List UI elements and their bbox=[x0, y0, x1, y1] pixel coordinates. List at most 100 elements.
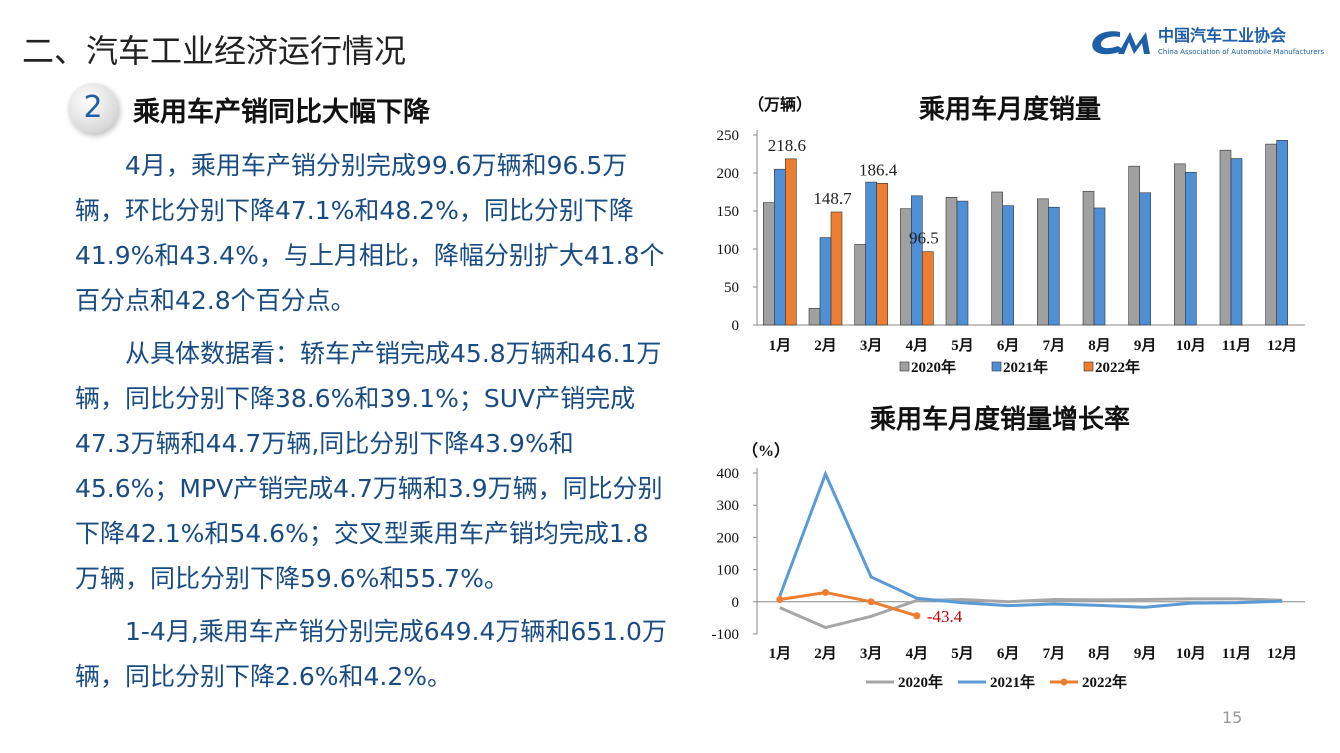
paragraph: 1-4月,乘用车产销分别完成649.4万辆和651.0万辆，同比分别下降2.6%… bbox=[75, 617, 667, 691]
bar bbox=[956, 200, 969, 326]
legend-label: 2020年 bbox=[898, 673, 943, 691]
paragraph: 从具体数据看：轿车产销完成45.8万辆和46.1万辆，同比分别下降38.6%和3… bbox=[75, 339, 663, 593]
logo-cn: 中国汽车工业协会 bbox=[1158, 26, 1286, 45]
legend-label: 2022年 bbox=[1082, 673, 1127, 691]
x-tick-label: 7月 bbox=[1043, 645, 1066, 662]
y-tick-label: -100 bbox=[712, 627, 740, 643]
legend-swatch bbox=[899, 361, 910, 372]
y-tick-label: 0 bbox=[732, 318, 740, 334]
x-tick-label: 11月 bbox=[1222, 645, 1251, 662]
x-tick-label: 12月 bbox=[1267, 645, 1297, 662]
axis-unit: （%） bbox=[742, 442, 790, 460]
y-tick-label: 100 bbox=[717, 563, 740, 579]
legend-label: 2020年 bbox=[911, 358, 956, 376]
x-tick-label: 4月 bbox=[906, 645, 929, 662]
data-label: 186.4 bbox=[859, 160, 898, 179]
bar bbox=[819, 237, 832, 326]
bar bbox=[1276, 140, 1288, 326]
bar bbox=[865, 181, 877, 326]
x-tick-label: 1月 bbox=[769, 337, 792, 354]
x-tick-label: 3月 bbox=[860, 645, 883, 662]
x-tick-label: 10月 bbox=[1176, 645, 1206, 662]
bar bbox=[922, 251, 934, 326]
x-tick-label: 2月 bbox=[814, 645, 837, 662]
bar bbox=[854, 244, 866, 326]
line-series bbox=[779, 590, 918, 618]
x-tick-label: 6月 bbox=[997, 645, 1020, 662]
bar bbox=[876, 183, 888, 326]
y-tick-label: 200 bbox=[717, 530, 740, 546]
data-label: -43.4 bbox=[927, 607, 963, 626]
x-tick-label: 6月 bbox=[997, 337, 1020, 354]
bar bbox=[911, 195, 923, 326]
point-marker bbox=[776, 596, 784, 604]
slide-title: 二、汽车工业经济运行情况 bbox=[22, 32, 407, 70]
x-tick-label: 10月 bbox=[1176, 337, 1206, 354]
x-tick-label: 11月 bbox=[1222, 337, 1251, 354]
logo-en: China Association of Automobile Manufact… bbox=[1158, 48, 1324, 56]
chart-title: 乘用车月度销量 bbox=[918, 94, 1101, 124]
bar bbox=[1265, 143, 1277, 326]
bar bbox=[830, 211, 843, 326]
y-tick-label: 0 bbox=[732, 595, 740, 611]
bar bbox=[763, 202, 775, 326]
bar bbox=[1230, 158, 1243, 326]
logo: 中国汽车工业协会 China Association of Automobile… bbox=[1092, 26, 1324, 56]
bar bbox=[1037, 198, 1049, 326]
data-label: 218.6 bbox=[768, 136, 806, 155]
point-marker bbox=[913, 612, 921, 620]
bar bbox=[808, 307, 821, 326]
legend-marker bbox=[1060, 678, 1068, 686]
bar bbox=[1093, 207, 1106, 326]
axis-unit: （万辆） bbox=[748, 95, 812, 114]
x-tick-label: 2月 bbox=[814, 337, 837, 354]
y-tick-label: 100 bbox=[717, 242, 740, 258]
point-marker bbox=[822, 588, 829, 596]
bar bbox=[900, 208, 912, 326]
bar bbox=[785, 158, 797, 326]
paragraph: 4月，乘用车产销分别完成99.6万辆和96.5万辆，环比分别下降47.1%和48… bbox=[75, 151, 665, 315]
y-tick-label: 400 bbox=[717, 466, 740, 482]
bar bbox=[1139, 192, 1151, 326]
legend-swatch bbox=[1083, 361, 1094, 372]
section-title: 乘用车产销同比大幅下降 bbox=[133, 97, 430, 128]
bar bbox=[991, 191, 1003, 326]
x-tick-label: 8月 bbox=[1088, 645, 1111, 662]
bar bbox=[1174, 163, 1186, 326]
bar bbox=[945, 197, 958, 326]
y-tick-label: 150 bbox=[717, 204, 740, 220]
legend-label: 2021年 bbox=[1003, 358, 1048, 376]
x-tick-label: 4月 bbox=[906, 337, 929, 354]
data-label: 96.5 bbox=[909, 229, 939, 248]
x-tick-label: 9月 bbox=[1134, 645, 1157, 662]
bar bbox=[1219, 149, 1232, 326]
legend-label: 2022年 bbox=[1095, 358, 1140, 376]
x-tick-label: 1月 bbox=[769, 645, 792, 662]
legend-label: 2021年 bbox=[990, 673, 1035, 691]
bar bbox=[1128, 165, 1140, 326]
x-tick-label: 5月 bbox=[951, 337, 974, 354]
bar bbox=[774, 168, 786, 326]
body-text: 4月，乘用车产销分别完成99.6万辆和96.5万辆，环比分别下降47.1%和48… bbox=[75, 143, 667, 707]
y-tick-label: 200 bbox=[717, 166, 740, 182]
x-tick-label: 5月 bbox=[951, 645, 974, 662]
line-series bbox=[779, 597, 1283, 630]
x-tick-label: 7月 bbox=[1043, 337, 1066, 354]
x-tick-label: 9月 bbox=[1134, 337, 1157, 354]
bar bbox=[1185, 171, 1197, 326]
legend-swatch bbox=[991, 361, 1002, 372]
section-number: 2 bbox=[68, 83, 118, 133]
data-label: 148.7 bbox=[813, 189, 852, 208]
x-tick-label: 12月 bbox=[1267, 337, 1297, 354]
bar bbox=[1048, 206, 1060, 326]
bar bbox=[1002, 205, 1014, 326]
point-marker bbox=[867, 598, 875, 606]
x-tick-label: 3月 bbox=[860, 337, 883, 354]
line-series bbox=[778, 469, 1283, 609]
chart-title: 乘用车月度销量增长率 bbox=[869, 404, 1130, 434]
y-tick-label: 300 bbox=[717, 498, 740, 514]
x-tick-label: 8月 bbox=[1088, 337, 1111, 354]
y-tick-label: 50 bbox=[724, 280, 739, 296]
